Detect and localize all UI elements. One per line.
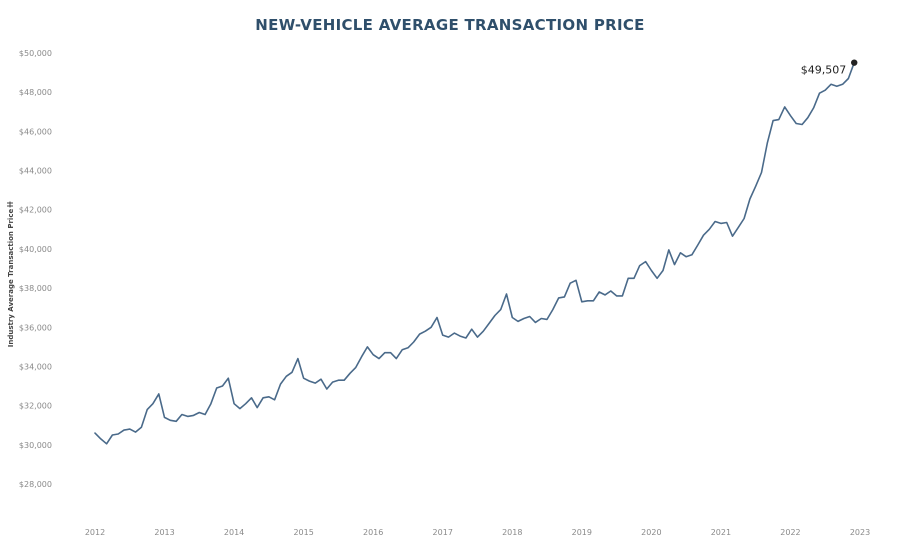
- y-tick-label: $28,000: [19, 480, 52, 489]
- y-axis-label: Industry Average Transaction Price: [7, 209, 15, 348]
- y-axis-title: Industry Average Transaction Price: [7, 201, 15, 348]
- x-tick-label: 2020: [641, 528, 661, 537]
- series-line: [94, 61, 855, 445]
- y-axis-ticks: $28,000 $30,000 $32,000 $34,000 $36,000 $38,0…: [19, 49, 52, 489]
- y-tick-label: $48,000: [19, 88, 52, 97]
- y-tick-label: $32,000: [19, 402, 52, 411]
- sort-icon[interactable]: [7, 201, 13, 208]
- y-tick-label: $38,000: [19, 284, 52, 293]
- x-tick-label: 2017: [433, 528, 453, 537]
- end-point-marker[interactable]: [851, 59, 858, 66]
- y-tick-label: $34,000: [19, 362, 52, 371]
- x-tick-label: 2015: [293, 528, 313, 537]
- x-tick-label: 2022: [780, 528, 800, 537]
- y-tick-label: $50,000: [19, 49, 52, 58]
- x-tick-label: 2013: [154, 528, 174, 537]
- x-tick-label: 2019: [572, 528, 592, 537]
- y-tick-label: $44,000: [19, 167, 52, 176]
- y-tick-label: $30,000: [19, 441, 52, 450]
- x-tick-label: 2014: [224, 528, 244, 537]
- x-tick-label: 2016: [363, 528, 383, 537]
- x-tick-label: 2012: [85, 528, 105, 537]
- end-value-label: $49,507: [801, 64, 847, 77]
- x-tick-label: 2021: [711, 528, 731, 537]
- y-tick-label: $40,000: [19, 245, 52, 254]
- x-tick-label: 2023: [850, 528, 870, 537]
- y-tick-label: $36,000: [19, 323, 52, 332]
- x-axis-ticks: 2012 2013 2014 2015 2016 2017 2018 2019 2020 2021…: [85, 528, 870, 537]
- y-tick-label: $42,000: [19, 206, 52, 215]
- y-tick-label: $46,000: [19, 127, 52, 136]
- x-tick-label: 2018: [502, 528, 522, 537]
- chart-title: NEW-VEHICLE AVERAGE TRANSACTION PRICE: [255, 16, 645, 34]
